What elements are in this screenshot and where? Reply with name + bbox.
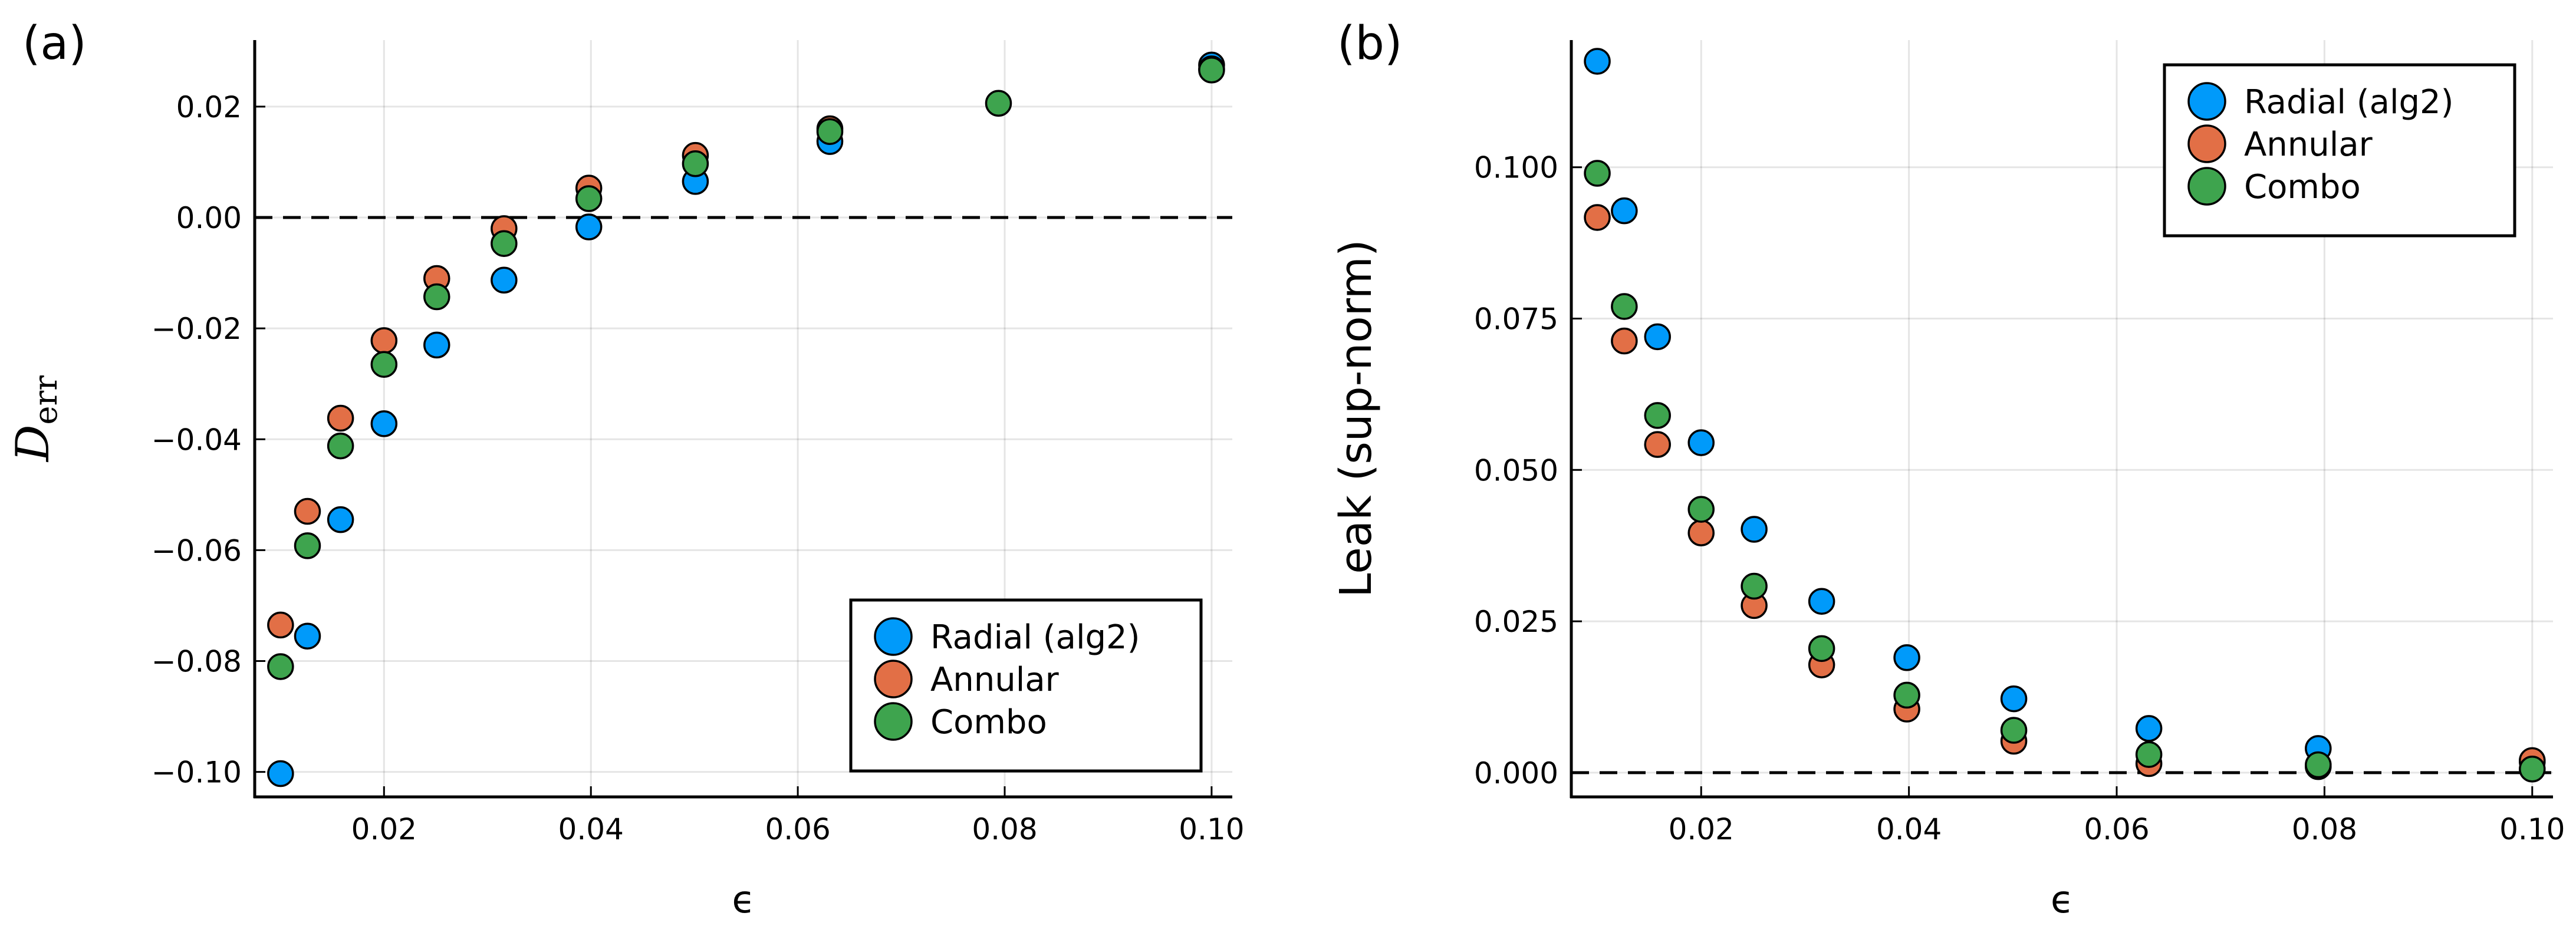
- data-point-radial-alg2: [1687, 429, 1715, 456]
- legend-label-combo: Combo: [2244, 168, 2361, 206]
- data-point-combo: [2000, 717, 2028, 744]
- data-point-combo: [370, 351, 398, 378]
- y-axis-label: Derr: [6, 375, 64, 463]
- x-tick-label: 0.10: [2499, 812, 2565, 846]
- data-point-combo: [1644, 402, 1671, 429]
- y-axis-label: Leak (sup-norm): [1331, 239, 1381, 597]
- legend-label-combo: Combo: [930, 703, 1047, 741]
- data-point-radial-alg2: [1808, 588, 1835, 615]
- y-tick-label: 0.00: [176, 201, 242, 235]
- legend-label-radial-alg2: Radial (alg2): [2244, 83, 2454, 121]
- y-tick-label: −0.10: [152, 756, 242, 790]
- y-tick-label: −0.08: [152, 645, 242, 679]
- y-tick-label: 0.02: [176, 90, 242, 124]
- data-point-combo: [1611, 293, 1638, 320]
- data-point-combo: [816, 118, 844, 145]
- series-annular: [1584, 204, 2546, 780]
- data-point-annular: [1644, 431, 1671, 458]
- x-tick-label: 0.06: [765, 812, 830, 846]
- data-point-radial-alg2: [1584, 48, 1611, 75]
- y-tick-label: −0.02: [152, 312, 242, 346]
- data-point-radial-alg2: [370, 410, 398, 437]
- data-point-radial-alg2: [423, 331, 450, 359]
- y-axis-label-subscript: err: [27, 375, 64, 425]
- data-point-radial-alg2: [1741, 516, 1768, 543]
- series-combo: [267, 57, 1225, 680]
- panel-b-chart: 0.02 0.04 0.06 0.08 0.10 0.000 0.025 0.050 0.075…: [1331, 17, 2565, 922]
- data-point-combo: [1893, 681, 1920, 709]
- legend-marker-combo: [2187, 167, 2226, 206]
- data-point-annular: [294, 497, 321, 525]
- legend: Radial (alg2) Annular Combo: [2163, 63, 2516, 238]
- panel-label: (b): [1337, 17, 1402, 70]
- x-tick-label: 0.02: [351, 812, 417, 846]
- data-point-radial-alg2: [1611, 197, 1638, 225]
- legend-marker-combo: [874, 702, 913, 741]
- data-point-combo: [575, 185, 603, 212]
- legend-marker-radial-alg2: [874, 617, 913, 656]
- data-point-combo: [2519, 755, 2546, 783]
- data-point-radial-alg2: [327, 506, 354, 533]
- data-point-annular: [370, 327, 398, 354]
- x-tick-label: 0.04: [1876, 812, 1942, 846]
- data-point-annular: [1687, 519, 1715, 546]
- y-tick-label: −0.06: [152, 533, 242, 568]
- data-point-combo: [1584, 160, 1611, 187]
- data-point-combo: [1687, 496, 1715, 523]
- data-point-radial-alg2: [2000, 685, 2028, 713]
- y-tick-label: 0.050: [1474, 453, 1558, 487]
- legend-marker-annular: [2187, 124, 2226, 163]
- data-point-combo: [985, 90, 1012, 117]
- x-tick-label: 0.08: [2292, 812, 2357, 846]
- data-point-annular: [267, 611, 294, 639]
- data-point-combo: [327, 432, 354, 460]
- panel-label: (a): [22, 17, 87, 70]
- data-point-radial-alg2: [491, 266, 518, 294]
- data-point-combo: [294, 532, 321, 559]
- y-tick-label: 0.000: [1474, 756, 1558, 790]
- legend-label-annular: Annular: [930, 661, 1060, 699]
- y-tick-label: 0.100: [1474, 151, 1558, 185]
- legend: Radial (alg2) Annular Combo: [849, 598, 1203, 773]
- data-point-combo: [2135, 741, 2163, 768]
- x-axis-label: ϵ: [732, 878, 755, 922]
- data-point-combo: [267, 653, 294, 680]
- x-tick-label: 0.04: [558, 812, 624, 846]
- y-tick-label: 0.075: [1474, 302, 1558, 337]
- data-point-combo: [682, 150, 709, 177]
- data-point-radial-alg2: [267, 760, 294, 787]
- x-tick-label: 0.08: [972, 812, 1037, 846]
- legend-label-radial-alg2: Radial (alg2): [930, 618, 1140, 657]
- legend-marker-annular: [874, 660, 913, 698]
- x-tick-label: 0.10: [1179, 812, 1244, 846]
- panel-a-chart: 0.02 0.04 0.06 0.08 0.10 −0.10 −0.08 −0.06 −0.04…: [6, 17, 1245, 922]
- data-point-combo: [2305, 751, 2332, 779]
- data-point-radial-alg2: [294, 622, 321, 650]
- data-point-combo: [1198, 57, 1225, 84]
- data-point-radial-alg2: [2135, 715, 2163, 742]
- data-point-radial-alg2: [1644, 323, 1671, 351]
- data-point-combo: [1741, 572, 1768, 600]
- data-point-combo: [1808, 635, 1835, 663]
- x-axis-label: ϵ: [2051, 878, 2074, 922]
- legend-marker-radial-alg2: [2187, 82, 2226, 121]
- legend-label-annular: Annular: [2244, 126, 2373, 164]
- data-point-combo: [491, 230, 518, 257]
- x-tick-label: 0.06: [2084, 812, 2149, 846]
- series-combo: [1584, 160, 2546, 783]
- data-point-annular: [1584, 204, 1611, 231]
- data-point-radial-alg2: [575, 213, 603, 240]
- y-tick-label: 0.025: [1474, 605, 1558, 639]
- data-point-combo: [423, 283, 450, 311]
- y-tick-label: −0.04: [152, 423, 242, 457]
- x-tick-label: 0.02: [1669, 812, 1734, 846]
- data-point-annular: [1611, 327, 1638, 355]
- data-point-annular: [327, 404, 354, 432]
- data-point-radial-alg2: [1893, 644, 1920, 671]
